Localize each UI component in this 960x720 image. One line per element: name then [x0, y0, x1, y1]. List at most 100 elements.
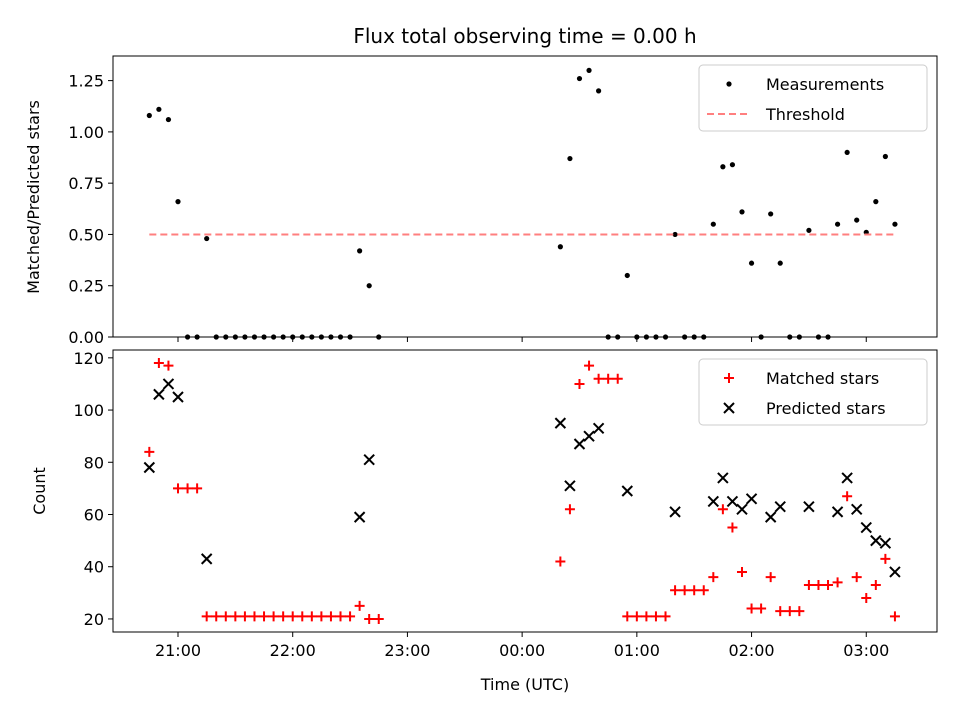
y-tick-label: 60 — [84, 506, 104, 525]
matched-star-point — [278, 611, 289, 622]
measurement-point — [309, 334, 315, 340]
predicted-star-point — [764, 511, 777, 523]
y-tick-label: 0.25 — [68, 277, 104, 296]
measurement-point — [290, 334, 296, 340]
predicted-star-point — [717, 472, 729, 484]
x-tick-label: 02:00 — [728, 641, 774, 660]
plot-frame — [112, 55, 938, 338]
predicted-star-point — [774, 500, 786, 513]
measurement-point — [882, 153, 888, 160]
matched-star-point — [574, 378, 585, 389]
measurement-point — [156, 106, 162, 112]
measurement-point — [213, 334, 219, 340]
predicted-star-point — [841, 472, 853, 484]
matched-star-point — [832, 577, 843, 588]
measurement-point — [251, 334, 258, 340]
measurement-point — [806, 227, 812, 233]
matched-star-point — [631, 611, 642, 622]
legend-label: Threshold — [765, 105, 845, 124]
matched-star-point — [641, 611, 652, 622]
x-tick-label: 22:00 — [270, 641, 316, 660]
measurement-point — [643, 334, 650, 340]
y-tick-label: 0.75 — [68, 174, 104, 193]
matched-star-point — [584, 360, 595, 371]
measurement-point — [701, 334, 707, 340]
measurement-point — [710, 221, 716, 227]
y-tick-label: 0.00 — [68, 328, 104, 347]
matched-star-point — [239, 611, 250, 622]
measurement-point — [748, 260, 755, 266]
measurement-point — [357, 248, 363, 254]
predicted-star-point — [745, 493, 758, 505]
predicted-star-point — [669, 506, 681, 518]
matched-star-point — [173, 483, 184, 494]
matched-star-point — [201, 611, 212, 622]
predicted-star-point — [850, 503, 863, 515]
predicted-star-point — [621, 485, 633, 497]
predicted-star-point — [143, 461, 156, 474]
measurement-point — [662, 334, 669, 340]
matched-star-point — [880, 553, 891, 564]
matched-star-point — [297, 611, 308, 622]
measurement-point — [682, 334, 688, 340]
y-tick-label: 100 — [73, 401, 104, 420]
predicted-star-point — [860, 521, 872, 534]
measurement-point — [892, 221, 898, 227]
matched-star-point — [708, 572, 719, 583]
measurement-point — [615, 334, 621, 340]
legend-marker-predicted — [723, 402, 735, 414]
matched-star-point — [736, 566, 747, 577]
measurement-point — [873, 199, 879, 205]
legend-box — [698, 64, 928, 132]
y-tick-label: 0.50 — [68, 225, 104, 244]
x-tick-label: 00:00 — [499, 641, 545, 660]
matched-star-point — [612, 373, 623, 384]
measurement-point — [328, 334, 334, 340]
measurement-point — [729, 162, 736, 168]
matched-star-point — [746, 603, 757, 614]
x-tick-label: 23:00 — [384, 641, 430, 660]
matched-star-point — [220, 611, 231, 622]
matched-star-point — [698, 585, 709, 596]
y-tick-label: 120 — [73, 349, 104, 368]
predicted-star-point — [573, 438, 586, 450]
predicted-star-point — [592, 422, 605, 435]
predicted-star-point — [583, 430, 595, 442]
matched-star-point — [775, 606, 786, 617]
matched-star-point — [660, 611, 671, 622]
matched-star-point — [345, 611, 356, 622]
measurement-point — [834, 221, 841, 227]
matched-star-point — [622, 611, 633, 622]
matched-star-point — [182, 483, 193, 494]
matched-star-point — [679, 585, 690, 596]
matched-star-point — [325, 611, 336, 622]
matched-star-point — [813, 580, 824, 590]
measurement-point — [146, 112, 152, 119]
legend-label: Predicted stars — [766, 399, 886, 418]
measurement-point — [376, 334, 382, 340]
measurement-point — [768, 211, 774, 217]
measurement-point — [175, 199, 181, 205]
matched-star-point — [163, 360, 174, 371]
measurement-point — [366, 283, 372, 289]
matched-star-point — [211, 611, 222, 622]
y-tick-label: 20 — [84, 610, 104, 629]
legend-box — [698, 358, 928, 426]
matched-star-point — [603, 373, 614, 384]
measurement-point — [347, 334, 353, 340]
measurement-point — [165, 116, 172, 123]
matched-star-point — [842, 491, 853, 502]
measurement-point — [596, 88, 602, 94]
matched-star-point — [794, 606, 805, 617]
y-tick-label: 1.00 — [68, 123, 104, 142]
x-tick-label: 01:00 — [614, 641, 660, 660]
measurement-point — [796, 334, 802, 340]
matched-star-point — [823, 580, 834, 590]
matched-star-point — [354, 600, 365, 611]
count-panel: 20 40 60 80 100 120 21:00 22:00 23:00 00:00 01:00 0… — [73, 349, 938, 660]
plot-frame — [112, 349, 938, 633]
matched-star-point — [192, 483, 203, 494]
predicted-star-point — [736, 503, 748, 515]
predicted-star-point — [707, 495, 720, 508]
